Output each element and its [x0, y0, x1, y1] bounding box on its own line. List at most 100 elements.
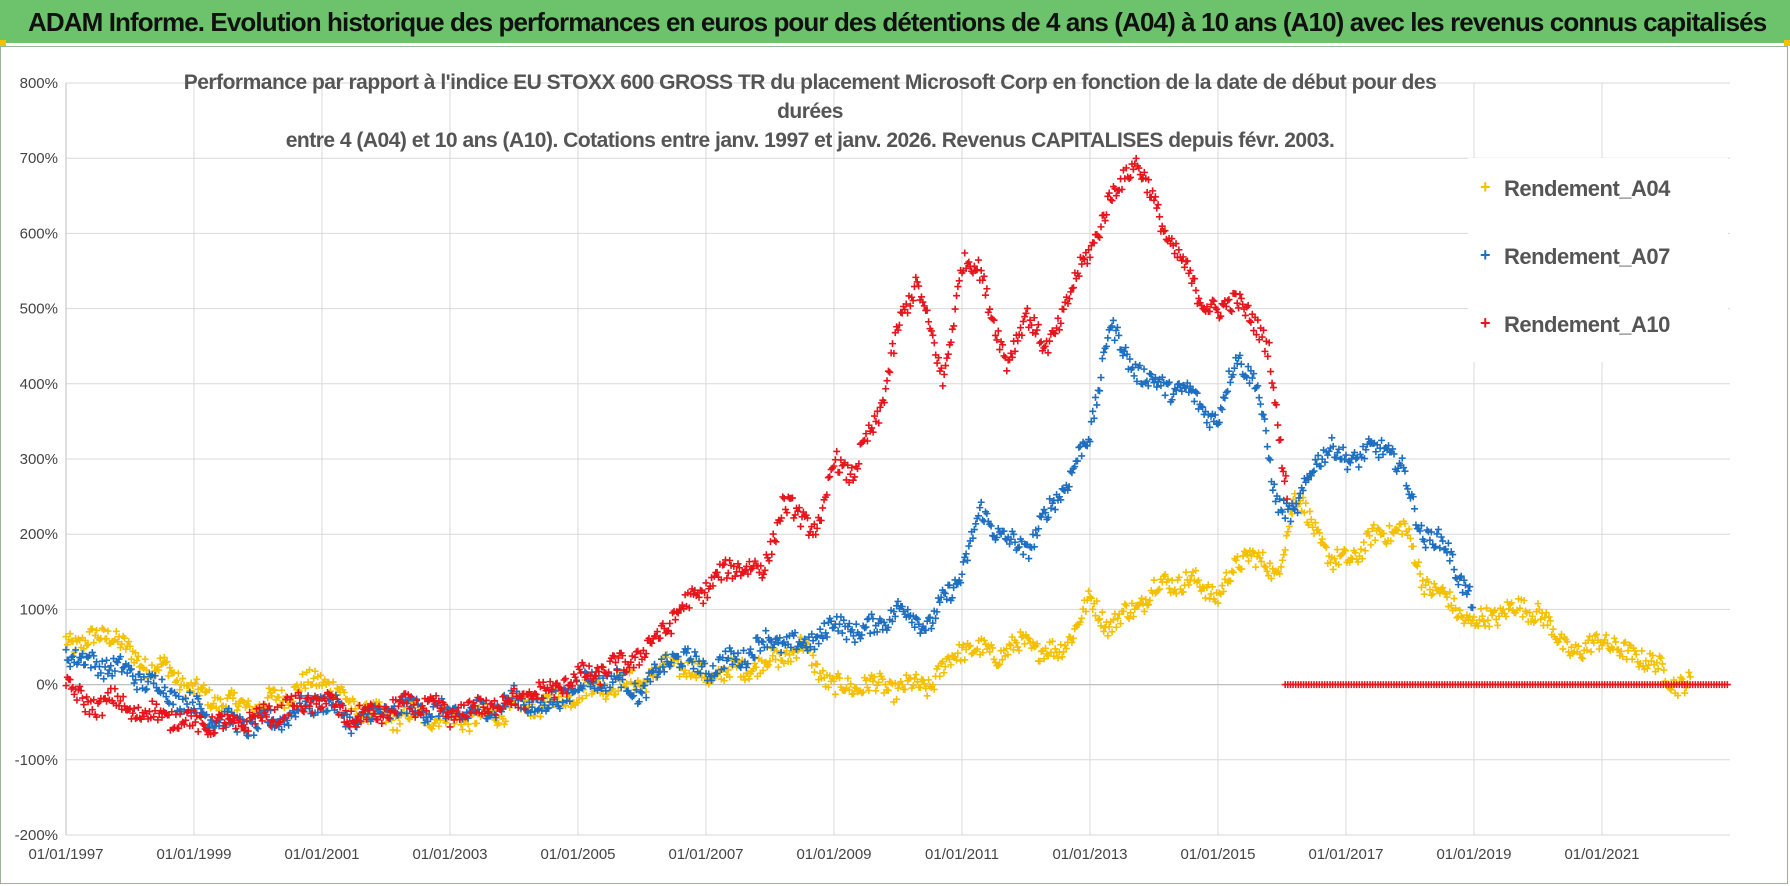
series-rendement-a07-marker — [125, 661, 133, 669]
series-rendement-a04-marker — [311, 667, 319, 675]
series-rendement-a07-marker — [1250, 370, 1258, 378]
series-rendement-a10-marker — [1129, 165, 1137, 173]
series-rendement-a10-marker — [413, 696, 421, 704]
series-rendement-a04-marker — [752, 663, 760, 671]
series-rendement-a04-marker — [1036, 657, 1044, 665]
series-rendement-a07-marker — [1111, 336, 1119, 344]
series-rendement-a10-marker — [200, 721, 208, 729]
series-rendement-a07-marker — [403, 709, 411, 717]
series-rendement-a04-marker — [1222, 569, 1230, 577]
series-rendement-a04-marker — [1112, 623, 1120, 631]
series-rendement-a07-marker — [1310, 467, 1318, 475]
series-rendement-a04-marker — [1576, 650, 1584, 658]
series-rendement-a07-marker — [941, 590, 949, 598]
series-rendement-a07-marker — [186, 688, 194, 696]
series-rendement-a04-marker — [333, 684, 341, 692]
series-rendement-a10-marker — [1172, 240, 1180, 248]
series-rendement-a10-marker — [80, 701, 88, 709]
series-rendement-a04-marker — [1307, 515, 1315, 523]
series-rendement-a07-marker — [62, 646, 70, 654]
series-rendement-a10-marker — [996, 346, 1004, 354]
series-rendement-a07-marker — [628, 693, 636, 701]
series-rendement-a10-marker — [1155, 213, 1163, 221]
series-rendement-a07-marker — [566, 697, 574, 705]
series-rendement-a10-marker — [1085, 246, 1093, 254]
series-rendement-a07-marker — [948, 594, 956, 602]
series-rendement-a10-marker — [1081, 255, 1089, 263]
series-rendement-a07-marker — [1454, 581, 1462, 589]
series-rendement-a10-marker — [1150, 196, 1158, 204]
series-rendement-a07-marker — [1342, 451, 1350, 459]
series-rendement-a10-marker — [794, 507, 802, 515]
series-rendement-a10-marker — [1158, 222, 1166, 230]
series-rendement-a10-marker — [912, 273, 920, 281]
series-rendement-a04-marker — [1096, 615, 1104, 623]
series-rendement-a07-marker — [143, 685, 151, 693]
series-rendement-a10-marker — [823, 491, 831, 499]
series-rendement-a10-marker — [1030, 314, 1038, 322]
series-rendement-a10-marker — [1021, 313, 1029, 321]
series-rendement-a07-marker — [1147, 371, 1155, 379]
series-rendement-a04-marker — [1333, 546, 1341, 554]
series-rendement-a07-marker — [1439, 537, 1447, 545]
series-rendement-a07-marker — [151, 672, 159, 680]
series-rendement-a04-marker — [1610, 634, 1618, 642]
series-rendement-a04-marker — [1549, 625, 1557, 633]
series-rendement-a10-marker — [761, 566, 769, 574]
series-rendement-a07-marker — [1164, 380, 1172, 388]
series-rendement-a07-marker — [820, 619, 828, 627]
series-rendement-a04-marker — [158, 660, 166, 668]
series-rendement-a10-marker — [1213, 305, 1221, 313]
series-rendement-a04-marker — [93, 626, 101, 634]
series-rendement-a04-marker — [1228, 567, 1236, 575]
series-rendement-a07-marker — [638, 689, 646, 697]
series-rendement-a07-marker — [1123, 350, 1131, 358]
series-rendement-a07-marker — [1029, 530, 1037, 538]
series-rendement-a10-marker — [1272, 401, 1280, 409]
series-rendement-a04-marker — [745, 675, 753, 683]
series-rendement-a04-marker — [340, 688, 348, 696]
series-rendement-a07-marker — [536, 699, 544, 707]
series-rendement-a07-marker — [346, 713, 354, 721]
series-rendement-a10-marker — [1274, 421, 1282, 429]
series-rendement-a07-marker — [851, 638, 859, 646]
series-rendement-a10-marker — [471, 702, 479, 710]
series-rendement-a07-marker — [1169, 390, 1177, 398]
series-rendement-a10-marker — [605, 669, 613, 677]
series-rendement-a04-marker — [865, 687, 873, 695]
series-rendement-a04-marker — [1398, 530, 1406, 538]
legend-marker-a07: + — [1480, 245, 1491, 265]
series-rendement-a10-marker — [844, 461, 852, 469]
series-rendement-a04-marker — [1127, 609, 1135, 617]
series-rendement-a10-marker — [826, 473, 834, 481]
y-tick-label: 100% — [20, 601, 58, 618]
series-rendement-a07-marker — [858, 631, 866, 639]
series-rendement-a07-marker — [823, 633, 831, 641]
series-rendement-a04-marker — [1632, 650, 1640, 658]
series-rendement-a07-marker — [684, 645, 692, 653]
series-rendement-a10-marker — [830, 462, 838, 470]
series-rendement-a07-marker — [692, 652, 700, 660]
series-rendement-a07-marker — [816, 625, 824, 633]
series-rendement-a04-marker — [235, 702, 243, 710]
series-rendement-a10-marker — [1281, 477, 1289, 485]
series-rendement-a04-marker — [1283, 532, 1291, 540]
series-rendement-a07-marker — [233, 728, 241, 736]
series-rendement-a07-marker — [1398, 454, 1406, 462]
series-rendement-a10-marker — [506, 697, 514, 705]
series-rendement-a07-marker — [107, 662, 115, 670]
series-rendement-a10-marker — [1161, 227, 1169, 235]
series-rendement-a10-marker — [630, 664, 638, 672]
series-rendement-a10-marker — [1054, 314, 1062, 322]
series-rendement-a04-marker — [83, 642, 91, 650]
series-rendement-a10-marker — [1132, 154, 1140, 162]
series-rendement-a04-marker — [1660, 666, 1668, 674]
series-rendement-a07-marker — [751, 654, 759, 662]
series-rendement-a10-marker — [1192, 286, 1200, 294]
series-rendement-a07-marker — [101, 663, 109, 671]
series-rendement-a10-marker — [432, 692, 440, 700]
series-rendement-a10-marker — [410, 701, 418, 709]
series-rendement-a07-marker — [701, 659, 709, 667]
series-rendement-a04-marker — [229, 694, 237, 702]
series-rendement-a04-marker — [1639, 662, 1647, 670]
